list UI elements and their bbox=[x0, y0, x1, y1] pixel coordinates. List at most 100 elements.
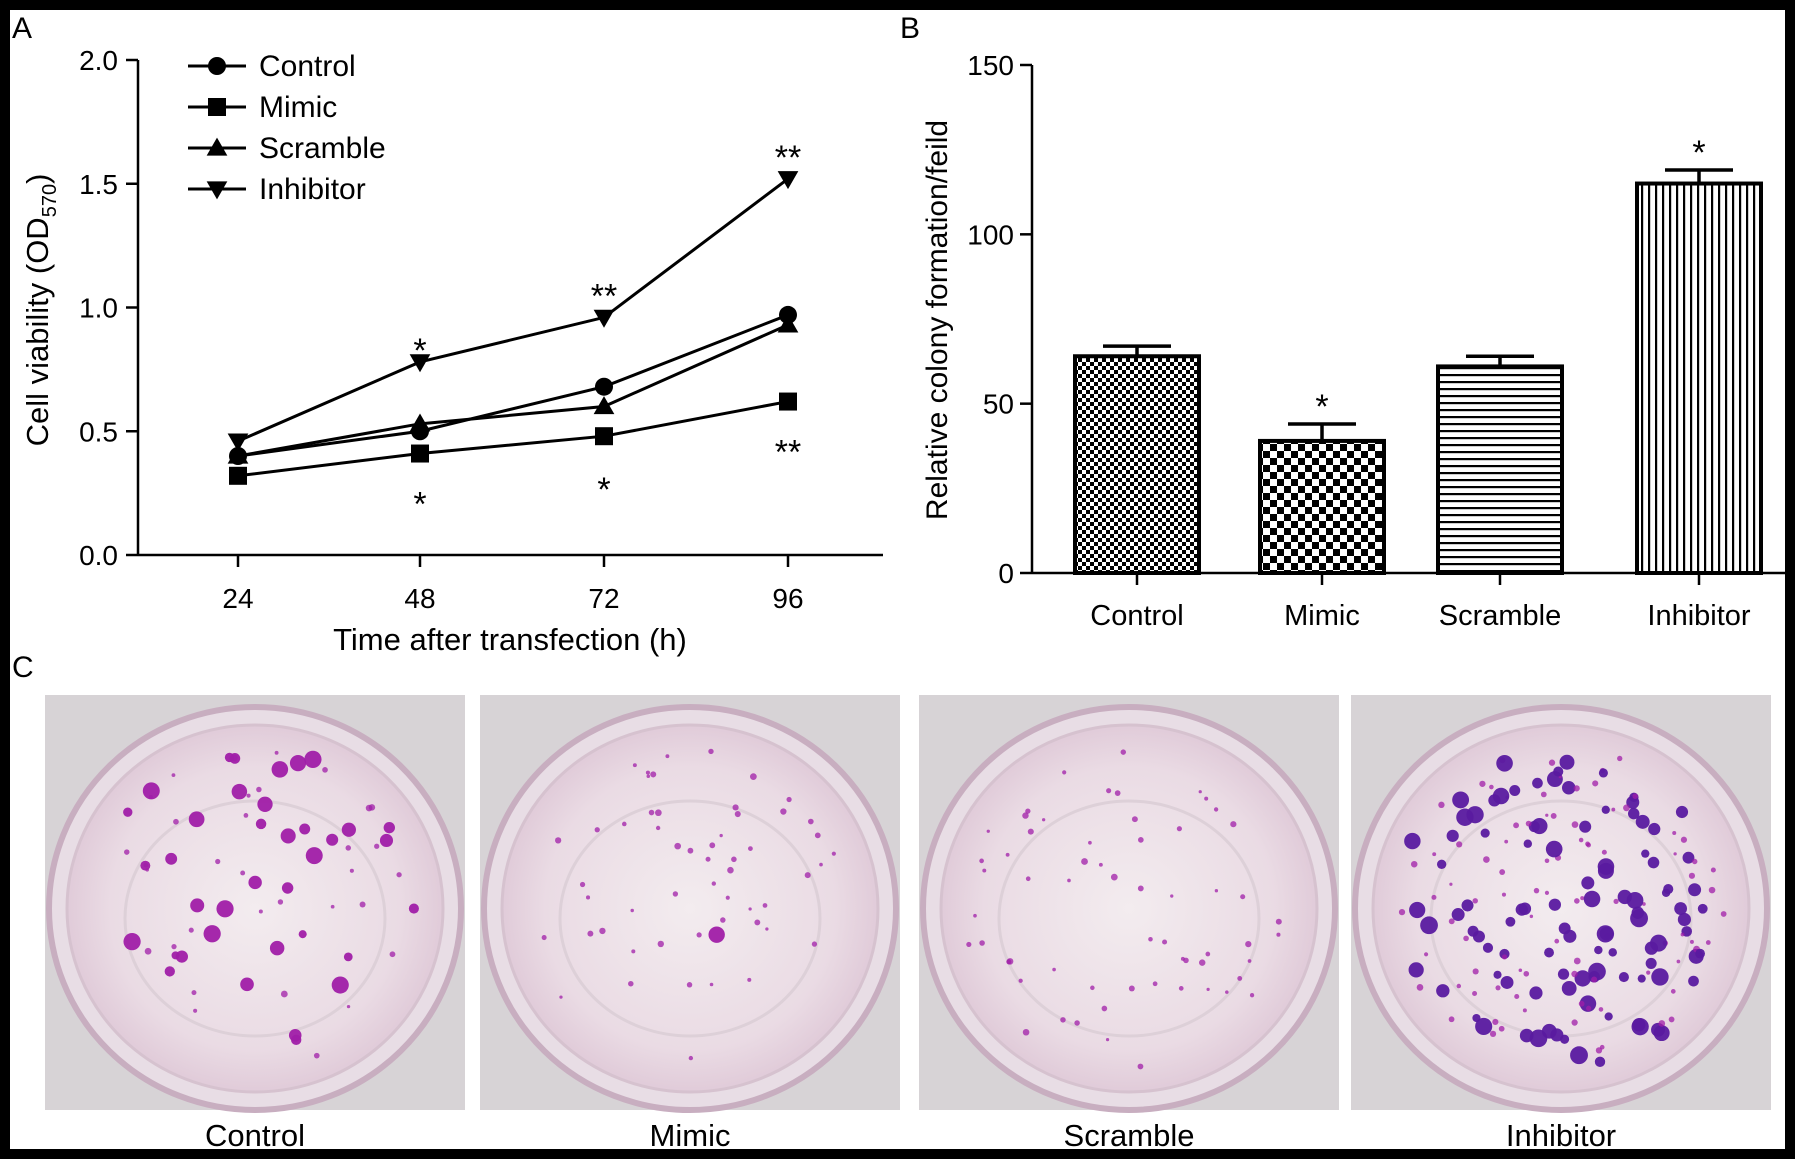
colony-dot bbox=[1060, 1017, 1066, 1023]
colony-photo-panel: Control Mimic Scramble Inhibitor bbox=[45, 695, 1771, 1149]
colony-dot bbox=[705, 856, 711, 862]
colony-dot bbox=[331, 976, 349, 994]
colony-dot bbox=[727, 866, 734, 874]
colony-dot bbox=[1550, 812, 1557, 819]
colony-dot bbox=[807, 818, 814, 825]
colony-dot bbox=[389, 951, 396, 958]
colony-dot bbox=[193, 1008, 198, 1013]
colony-dot bbox=[365, 804, 373, 812]
colony-dot bbox=[1695, 948, 1705, 959]
colony-dot bbox=[655, 825, 661, 831]
colony-dot bbox=[1513, 822, 1519, 829]
significance-mark: * bbox=[413, 486, 426, 524]
colony-dot bbox=[240, 870, 246, 876]
colony-dot bbox=[1651, 968, 1669, 986]
colony-dot bbox=[696, 932, 702, 938]
colony-dot bbox=[215, 858, 221, 865]
x-tick-label: 48 bbox=[404, 583, 435, 614]
colony-dot bbox=[1599, 1044, 1605, 1050]
colony-dot bbox=[1581, 876, 1595, 890]
colony-photo-control: Control bbox=[45, 695, 465, 1149]
colony-dot bbox=[1578, 1000, 1585, 1007]
colony-dot bbox=[587, 930, 594, 937]
colony-dot bbox=[1645, 957, 1657, 969]
colony-dot bbox=[732, 804, 739, 811]
colony-dot bbox=[1472, 968, 1479, 975]
colony-dot bbox=[1022, 812, 1029, 819]
colony-dot bbox=[594, 827, 600, 833]
significance-mark: ** bbox=[775, 139, 801, 177]
colony-dot bbox=[1074, 1020, 1080, 1026]
colony-dot bbox=[1131, 816, 1138, 823]
colony-dot bbox=[1416, 984, 1424, 991]
colony-dot bbox=[322, 767, 328, 773]
significance-mark: * bbox=[597, 471, 610, 509]
bar-mimic bbox=[1258, 438, 1386, 576]
colony-dot bbox=[1574, 970, 1591, 987]
colony-dot bbox=[1558, 922, 1571, 935]
colony-dot bbox=[255, 818, 267, 830]
colony-dot bbox=[1653, 1025, 1670, 1042]
colony-dot bbox=[979, 858, 984, 864]
colony-dot bbox=[173, 818, 179, 825]
colony-dot bbox=[1498, 1025, 1505, 1032]
y-tick-label: 1.5 bbox=[79, 169, 118, 200]
colony-dot bbox=[708, 926, 725, 943]
colony-dot bbox=[1489, 1030, 1497, 1038]
colony-dot bbox=[171, 951, 180, 960]
colony-dot bbox=[1623, 804, 1630, 812]
colony-dot bbox=[1101, 1005, 1108, 1012]
x-axis-title: Time after transfection (h) bbox=[333, 622, 687, 657]
colony-dot bbox=[1424, 952, 1429, 957]
colonies bbox=[966, 749, 1282, 1070]
colony-dot bbox=[1005, 852, 1010, 857]
colony-dot bbox=[1611, 807, 1616, 812]
colony-dot bbox=[1627, 807, 1640, 820]
colony-dot bbox=[1583, 890, 1601, 908]
colony-dot bbox=[359, 901, 366, 908]
colony-dot bbox=[973, 913, 977, 918]
legend-marker-mimic bbox=[208, 98, 226, 116]
colony-dot bbox=[1675, 805, 1689, 819]
y-tick-label: 2.0 bbox=[79, 45, 118, 76]
colony-dot bbox=[269, 940, 285, 956]
colony-dot bbox=[1275, 918, 1282, 925]
dish-inner-ring bbox=[123, 799, 387, 1038]
colony-dot bbox=[1436, 984, 1450, 998]
colony-dot bbox=[1466, 806, 1484, 824]
colony-dot bbox=[1067, 878, 1071, 883]
colony-dot bbox=[243, 813, 249, 818]
colony-dot bbox=[1114, 790, 1121, 796]
colony-dot bbox=[1561, 981, 1577, 996]
colony-dot bbox=[831, 851, 836, 856]
colony-dot bbox=[1276, 932, 1281, 937]
colony-dot bbox=[1676, 959, 1681, 964]
colony-dot bbox=[231, 783, 248, 800]
colony-dot bbox=[123, 933, 141, 951]
colony-dot bbox=[1515, 903, 1528, 916]
colony-dot bbox=[1646, 970, 1651, 975]
colony-dot bbox=[1650, 934, 1668, 952]
colony-dot bbox=[1022, 1028, 1030, 1036]
colony-dot bbox=[1504, 839, 1509, 844]
colony-photo-mimic: Mimic bbox=[480, 695, 900, 1149]
colony-dot bbox=[631, 949, 636, 954]
colony-dot bbox=[271, 761, 289, 778]
colony-dot bbox=[1630, 909, 1648, 928]
colony-dot bbox=[1677, 912, 1691, 927]
colony-dot bbox=[1688, 975, 1699, 987]
colony-dot bbox=[1162, 939, 1168, 945]
colony-dot bbox=[1573, 957, 1581, 965]
colony-dot bbox=[277, 899, 284, 905]
y-tick-label: 0.5 bbox=[79, 416, 118, 447]
colony-dot bbox=[1448, 918, 1455, 925]
y-axis-title-main: Cell viability (OD bbox=[20, 217, 55, 446]
data-point-inhibitor bbox=[593, 309, 615, 328]
colony-dot bbox=[541, 935, 547, 941]
colony-dot bbox=[966, 941, 972, 948]
colony-dot bbox=[274, 750, 279, 755]
colony-dot bbox=[1408, 962, 1424, 978]
colony-dot bbox=[1529, 986, 1543, 1000]
colony-dot bbox=[780, 808, 787, 815]
colony-dot bbox=[408, 903, 419, 914]
